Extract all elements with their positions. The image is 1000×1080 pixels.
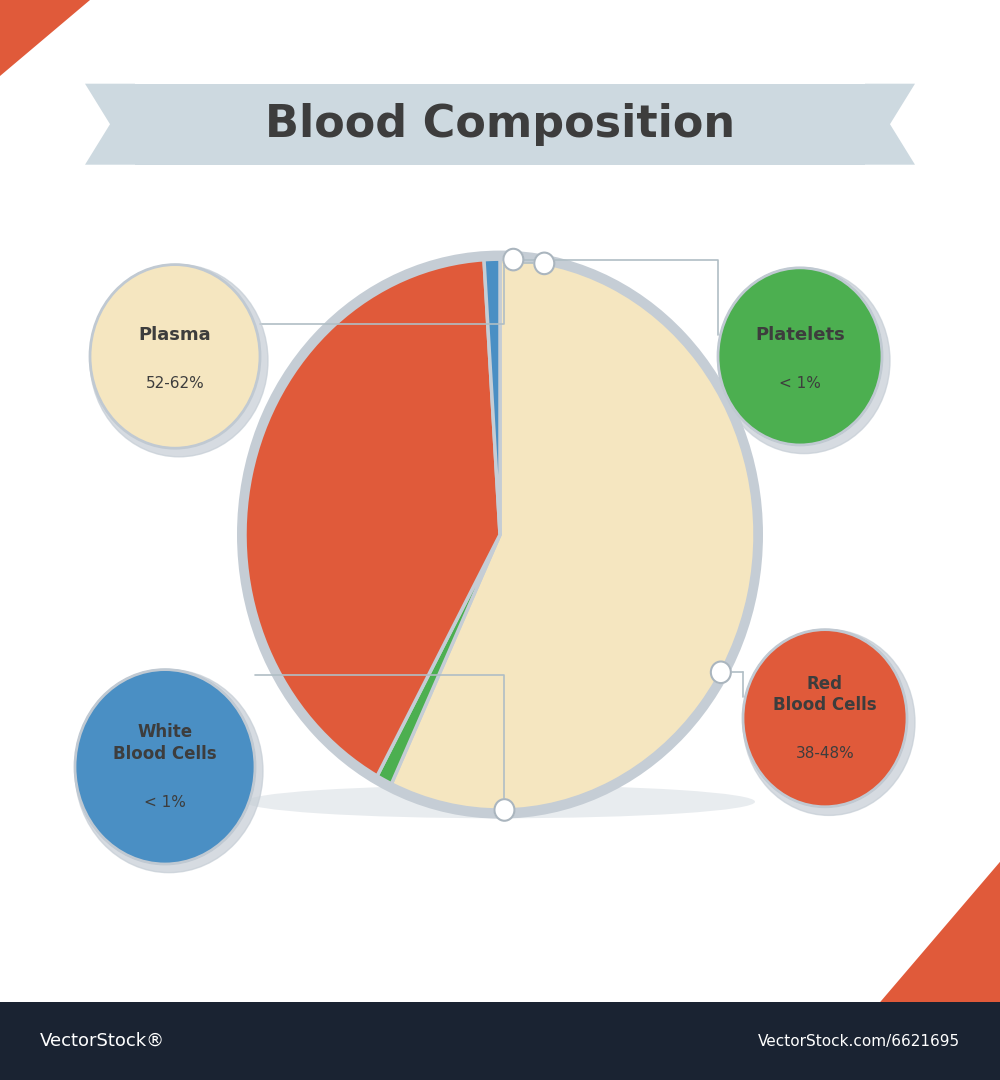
Circle shape — [718, 268, 882, 445]
Circle shape — [718, 268, 890, 454]
Polygon shape — [0, 0, 90, 76]
Ellipse shape — [245, 785, 755, 819]
Circle shape — [743, 630, 915, 815]
Circle shape — [494, 799, 514, 821]
Circle shape — [75, 670, 255, 864]
Text: < 1%: < 1% — [144, 795, 186, 810]
Polygon shape — [85, 84, 135, 164]
Text: Red
Blood Cells: Red Blood Cells — [773, 675, 877, 714]
Text: Blood Composition: Blood Composition — [265, 103, 735, 146]
Bar — [135, 83, 865, 164]
Circle shape — [743, 630, 907, 807]
Polygon shape — [880, 862, 1000, 1002]
Text: Platelets: Platelets — [755, 326, 845, 343]
Text: Plasma: Plasma — [139, 326, 211, 343]
Circle shape — [90, 265, 260, 448]
Wedge shape — [391, 259, 755, 810]
Circle shape — [534, 253, 554, 274]
Circle shape — [711, 661, 731, 683]
Circle shape — [75, 670, 263, 873]
Circle shape — [503, 248, 523, 270]
Text: 52-62%: 52-62% — [146, 376, 204, 391]
Circle shape — [237, 251, 763, 819]
Circle shape — [90, 265, 268, 457]
Wedge shape — [245, 260, 500, 775]
Text: VectorStock.com/6621695: VectorStock.com/6621695 — [758, 1034, 960, 1049]
Text: VectorStock®: VectorStock® — [40, 1032, 165, 1050]
Wedge shape — [377, 535, 500, 784]
Text: < 1%: < 1% — [779, 376, 821, 391]
Polygon shape — [865, 84, 915, 164]
Text: 38-48%: 38-48% — [796, 746, 854, 761]
Text: White
Blood Cells: White Blood Cells — [113, 724, 217, 762]
Bar — [0, 1002, 1000, 1080]
Wedge shape — [484, 259, 500, 535]
